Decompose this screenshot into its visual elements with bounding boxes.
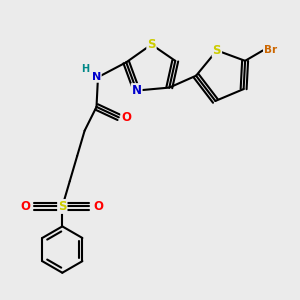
Text: N: N bbox=[92, 72, 101, 82]
Text: N: N bbox=[132, 84, 142, 97]
Text: S: S bbox=[58, 200, 67, 213]
Text: H: H bbox=[81, 64, 90, 74]
Text: Br: Br bbox=[264, 45, 277, 56]
Text: S: S bbox=[147, 38, 156, 51]
Text: O: O bbox=[121, 111, 131, 124]
Text: O: O bbox=[20, 200, 30, 213]
Text: S: S bbox=[213, 44, 221, 57]
Text: O: O bbox=[93, 200, 103, 213]
